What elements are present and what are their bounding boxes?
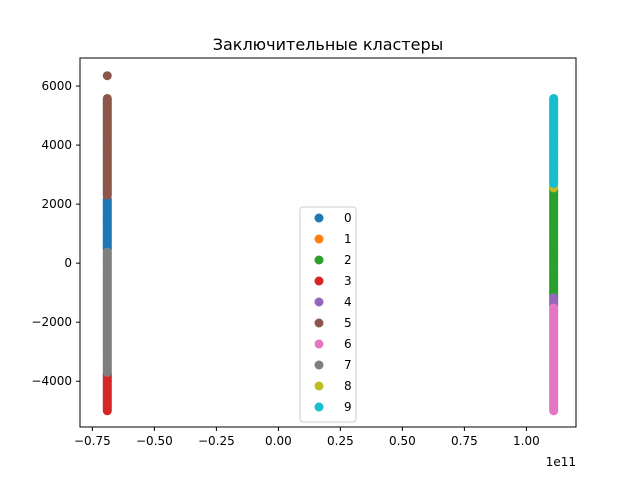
x-tick-label: −0.75 xyxy=(74,434,111,448)
y-tick-label: −2000 xyxy=(31,315,72,329)
legend-item: 6 xyxy=(314,337,352,351)
x-tick-label: −0.50 xyxy=(136,434,173,448)
series-5 xyxy=(102,71,112,200)
legend-label: 1 xyxy=(344,232,352,246)
legend-item: 1 xyxy=(314,232,352,246)
y-axis: −4000 −2000 0 2000 4000 6000 xyxy=(31,79,80,388)
data-point xyxy=(549,93,559,103)
data-point xyxy=(549,303,559,313)
legend-label: 5 xyxy=(344,316,352,330)
x-tick-label: 0.00 xyxy=(265,434,292,448)
y-tick-label: 4000 xyxy=(41,138,72,152)
series-6 xyxy=(549,303,559,416)
data-point xyxy=(102,71,112,81)
legend-label: 3 xyxy=(344,274,352,288)
legend-marker xyxy=(314,360,324,370)
y-tick-label: 6000 xyxy=(41,79,72,93)
legend-item: 4 xyxy=(314,295,352,309)
legend-marker xyxy=(314,255,324,265)
chart-title: Заключительные кластеры xyxy=(213,35,444,54)
legend-item: 5 xyxy=(314,316,352,330)
legend-marker xyxy=(314,234,324,244)
x-tick-label: −0.25 xyxy=(198,434,235,448)
legend-label: 4 xyxy=(344,295,352,309)
data-point xyxy=(549,293,559,303)
data-point xyxy=(102,247,112,257)
legend-item: 8 xyxy=(314,379,352,393)
legend-marker xyxy=(314,297,324,307)
legend-item: 0 xyxy=(314,211,352,225)
legend-label: 2 xyxy=(344,253,352,267)
legend-item: 7 xyxy=(314,358,352,372)
x-axis: −0.75 −0.50 −0.25 0.00 0.25 0.50 0.75 1.00 xyxy=(74,427,540,448)
series-7 xyxy=(102,247,112,377)
legend-item: 9 xyxy=(314,400,352,414)
x-offset-text: 1e11 xyxy=(546,455,576,469)
y-tick-label: −4000 xyxy=(31,374,72,388)
y-tick-label: 0 xyxy=(64,256,72,270)
data-point xyxy=(102,93,112,103)
legend-box xyxy=(299,206,357,423)
legend-marker xyxy=(314,213,324,223)
plot-area xyxy=(102,71,559,416)
y-tick-label: 2000 xyxy=(41,197,72,211)
legend-marker xyxy=(314,381,324,391)
legend-label: 7 xyxy=(344,358,352,372)
series-9 xyxy=(549,93,559,188)
axes-frame xyxy=(79,57,577,428)
series-0 xyxy=(102,194,112,255)
x-tick-label: 0.50 xyxy=(389,434,416,448)
legend-marker xyxy=(314,402,324,412)
legend: 0 1 2 3 4 5 6 7 8 9 xyxy=(299,206,357,423)
legend-marker xyxy=(314,276,324,286)
legend-marker xyxy=(314,339,324,349)
legend-label: 8 xyxy=(344,379,352,393)
legend-marker xyxy=(314,318,324,328)
legend-item: 2 xyxy=(314,253,352,267)
series-2 xyxy=(549,182,559,302)
legend-label: 9 xyxy=(344,400,352,414)
legend-item: 3 xyxy=(314,274,352,288)
x-tick-label: 1.00 xyxy=(513,434,540,448)
x-tick-label: 0.25 xyxy=(327,434,354,448)
legend-label: 6 xyxy=(344,337,352,351)
legend-label: 0 xyxy=(344,211,352,225)
x-tick-label: 0.75 xyxy=(451,434,478,448)
